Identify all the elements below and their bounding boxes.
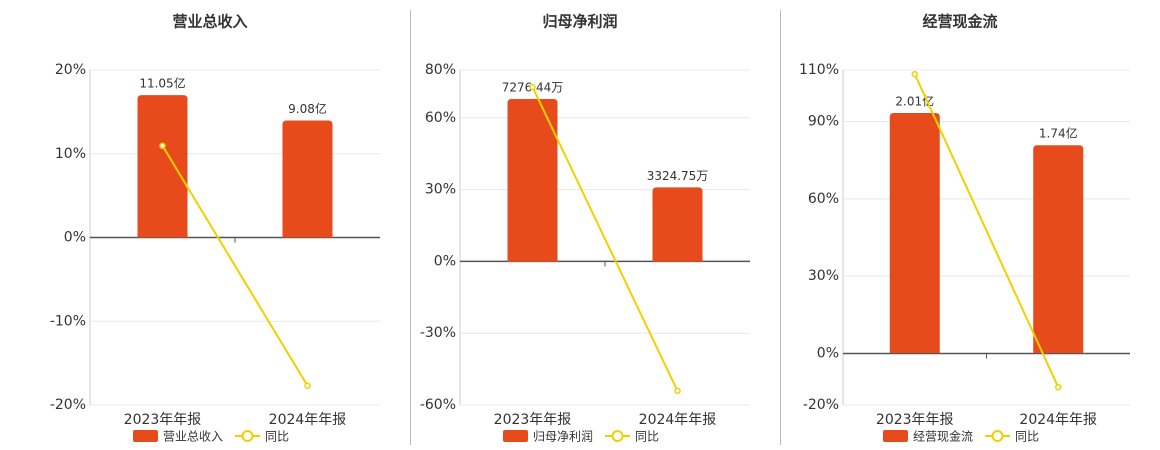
legend-label: 经营现金流	[913, 429, 973, 444]
y-tick-label: 110%	[799, 62, 839, 78]
chart-title: 归母净利润	[542, 13, 617, 31]
line	[161, 145, 309, 387]
legend-swatch	[611, 430, 624, 442]
chart-title: 营业总收入	[172, 13, 247, 31]
y-tick-label: 30%	[425, 182, 456, 198]
y-tick-label: 30%	[808, 268, 839, 284]
x-tick-label: 2023年年报	[876, 412, 954, 428]
value-label: 11.05亿	[139, 76, 185, 91]
x-tick-label: 2023年年报	[124, 412, 202, 428]
y-tick-label: 80%	[425, 62, 456, 78]
legend-swatch	[241, 430, 254, 442]
y-tick-label: -60%	[420, 397, 456, 413]
bar	[282, 120, 333, 238]
line-point	[911, 70, 918, 78]
y-tick-label: 20%	[55, 62, 86, 78]
value-label: 9.08亿	[288, 101, 327, 116]
y-tick-label: 60%	[808, 191, 839, 207]
line-point	[1055, 383, 1062, 391]
chart-title: 经营现金流	[922, 13, 997, 31]
legend-label: 同比	[265, 430, 289, 444]
y-tick-label: 0%	[817, 345, 839, 361]
x-tick-label: 2024年年报	[1019, 412, 1097, 428]
y-tick-label: -30%	[420, 325, 456, 341]
line-point	[159, 142, 166, 150]
legend-label: 同比	[1015, 430, 1039, 444]
y-tick-label: 0%	[434, 253, 456, 269]
x-tick-label: 2024年年报	[269, 412, 347, 428]
y-tick-label: -20%	[803, 397, 839, 413]
line	[531, 86, 679, 392]
legend-swatch	[133, 430, 158, 442]
value-label: 1.74亿	[1039, 126, 1078, 141]
line	[913, 73, 1060, 388]
legend-label: 营业总收入	[163, 430, 223, 444]
line-point	[674, 387, 681, 395]
legend-swatch	[991, 430, 1004, 442]
bar	[652, 187, 703, 262]
legend-label: 同比	[635, 430, 659, 444]
y-tick-label: 10%	[55, 146, 86, 162]
y-tick-label: 60%	[425, 110, 456, 126]
bar	[1033, 145, 1084, 354]
y-tick-label: -10%	[50, 313, 86, 329]
line-point	[304, 382, 311, 389]
value-label: 3324.75万	[647, 169, 709, 183]
bar	[507, 98, 558, 262]
legend-swatch	[883, 430, 908, 442]
y-tick-label: 90%	[808, 114, 839, 130]
legend-label: 归母净利润	[533, 430, 593, 444]
bar	[889, 112, 940, 354]
legend-swatch	[503, 430, 528, 442]
value-label: 2.01亿	[895, 93, 934, 108]
y-tick-label: -20%	[50, 397, 86, 413]
line-point	[529, 83, 536, 91]
bar	[137, 95, 188, 238]
y-tick-label: 0%	[64, 230, 86, 246]
x-tick-label: 2024年年报	[639, 412, 717, 428]
x-tick-label: 2023年年报	[494, 412, 572, 428]
